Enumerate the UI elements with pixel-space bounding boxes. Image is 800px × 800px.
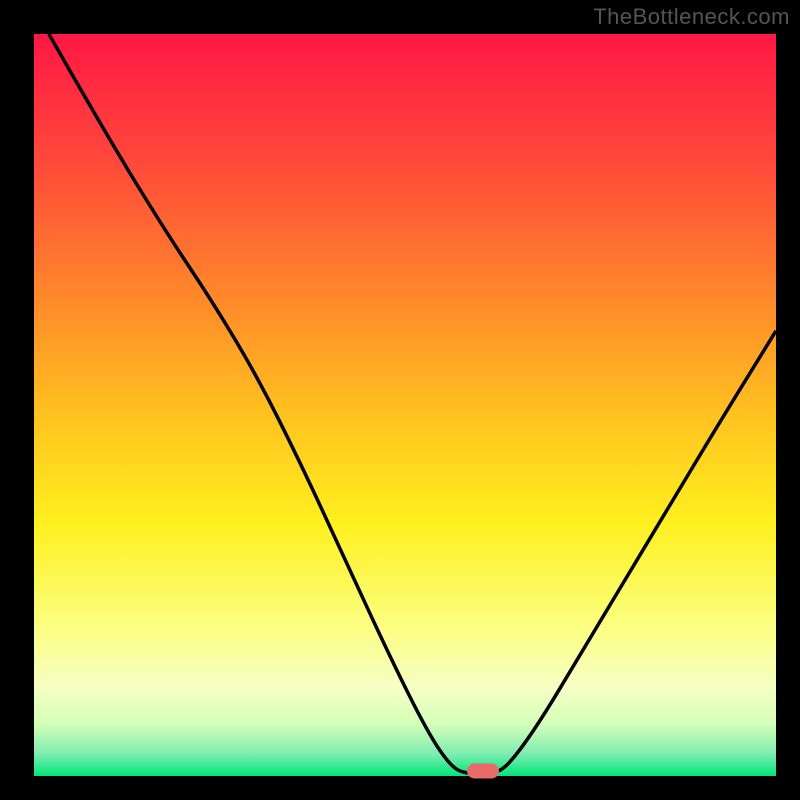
plot-area [34, 34, 776, 776]
optimal-point-marker [467, 763, 499, 778]
watermark-text: TheBottleneck.com [593, 4, 790, 30]
bottleneck-curve [34, 34, 776, 776]
